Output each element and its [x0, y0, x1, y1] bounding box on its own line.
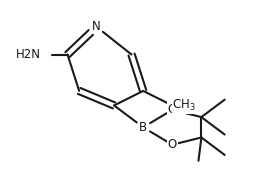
Text: O: O — [168, 138, 177, 151]
Text: CH$_3$: CH$_3$ — [172, 98, 196, 113]
Text: H2N: H2N — [16, 48, 41, 61]
Text: O: O — [168, 103, 177, 116]
Text: B: B — [139, 121, 147, 134]
Text: N: N — [92, 20, 101, 33]
